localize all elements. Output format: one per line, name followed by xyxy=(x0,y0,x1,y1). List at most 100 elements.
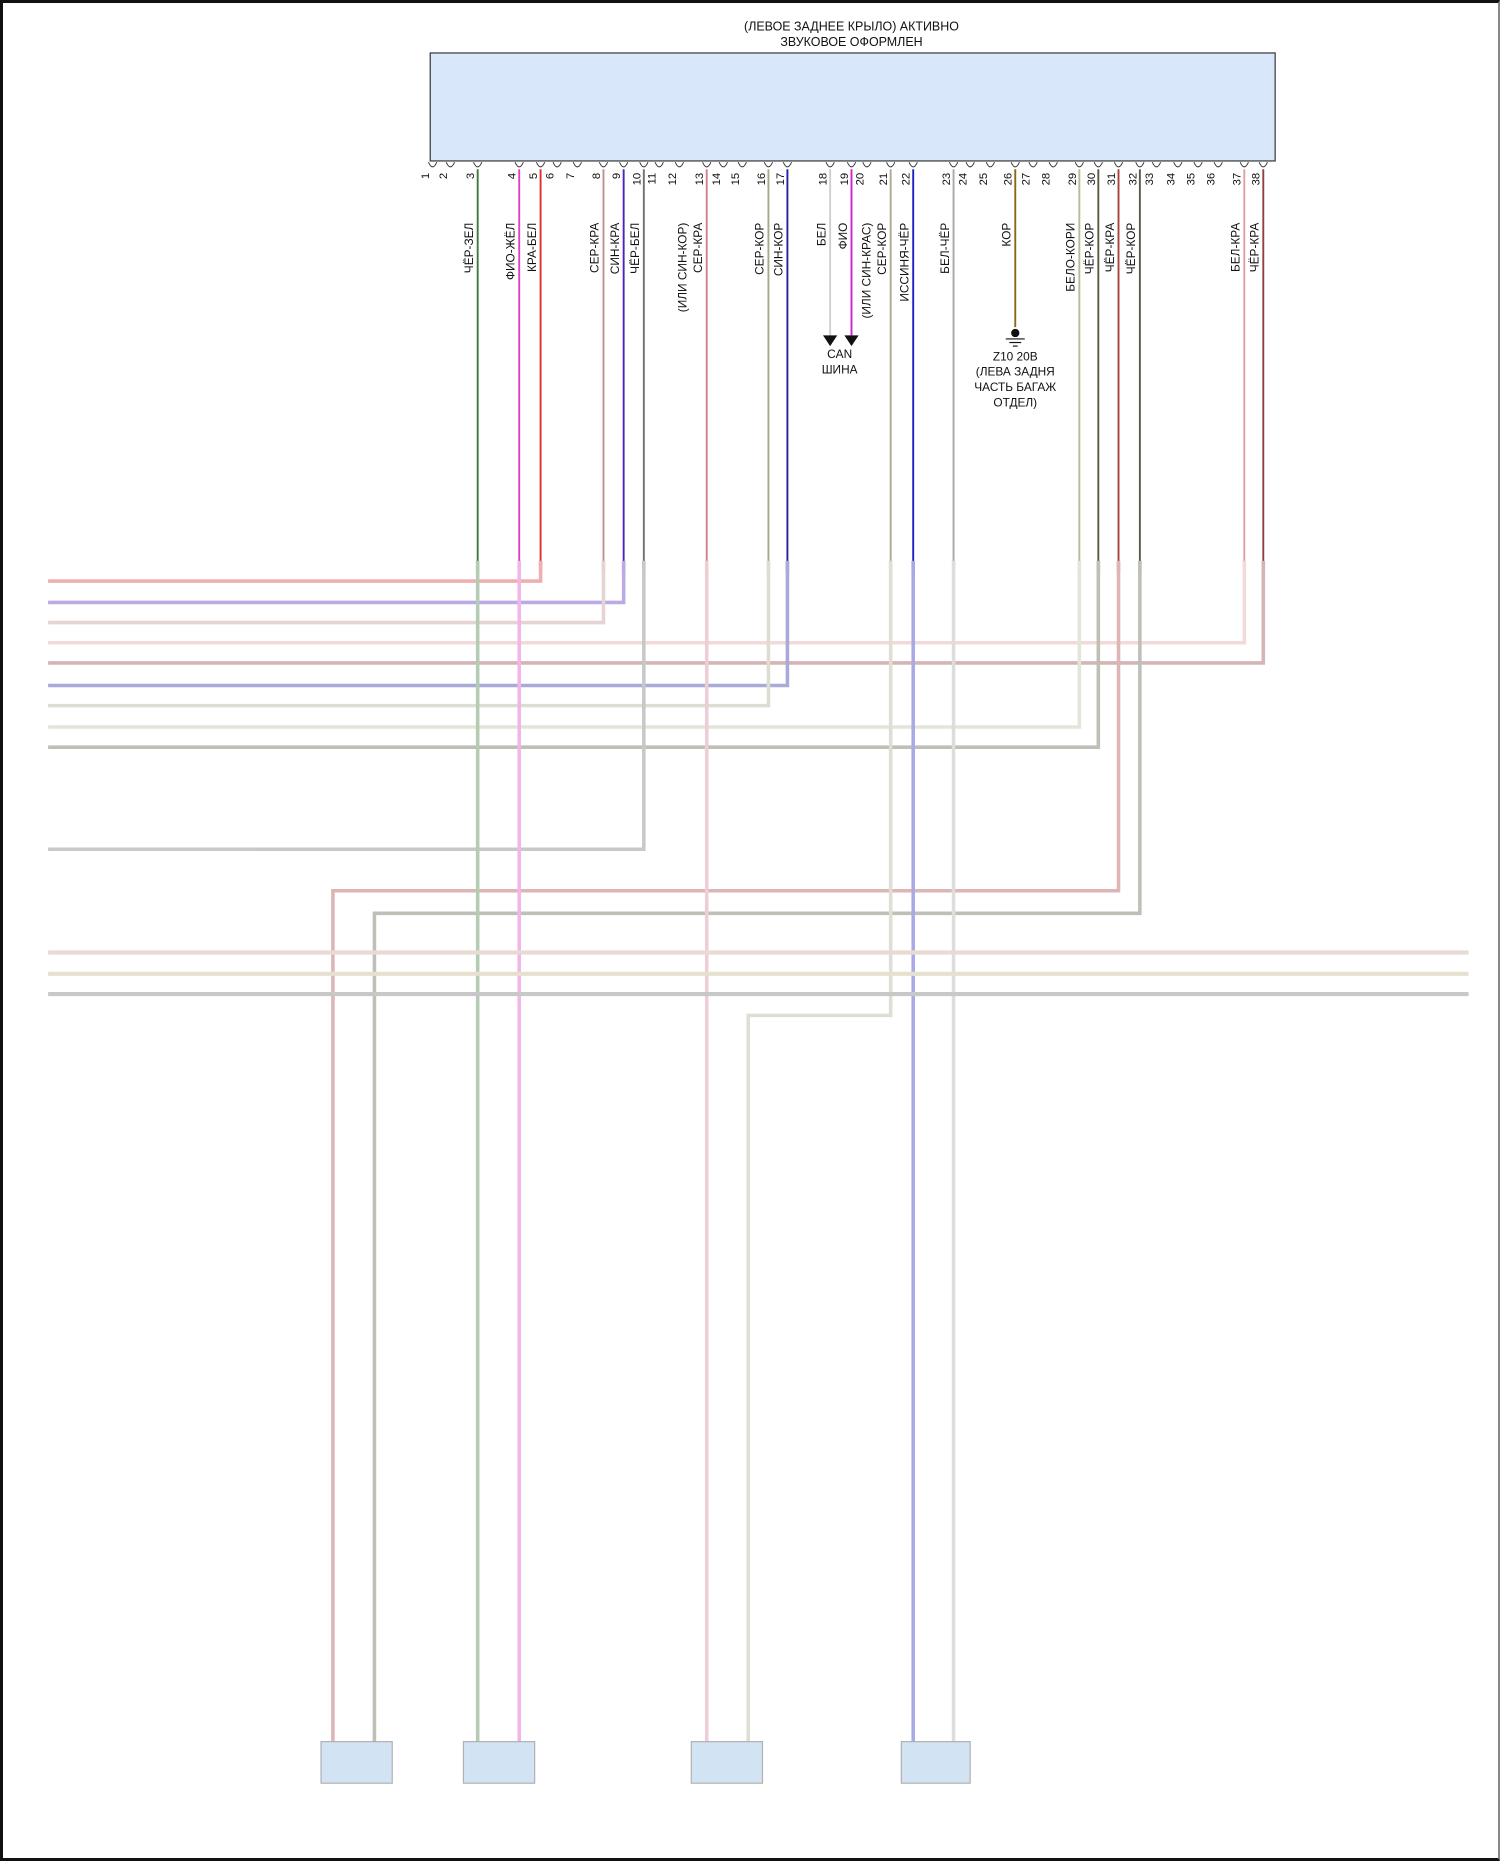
pin-number: 17 xyxy=(775,173,787,186)
pin-socket-icon xyxy=(598,161,609,168)
wire-pin-4: ФИО-ЖЁЛ xyxy=(503,169,521,561)
pin-number: 26 xyxy=(1003,173,1015,186)
pin-socket-icon xyxy=(1010,161,1020,168)
pin-32: 32 xyxy=(1127,161,1145,186)
pin-number: 29 xyxy=(1067,173,1079,186)
pin-number: 1 xyxy=(420,173,432,179)
pin-7: 7 xyxy=(565,161,582,179)
pin-number: 6 xyxy=(545,173,557,179)
pin-2: 2 xyxy=(438,161,455,179)
pin-5: 5 xyxy=(528,161,546,179)
pin-socket-icon xyxy=(1135,161,1145,168)
wire-pin-17: СИН-КОР xyxy=(772,169,789,561)
pin-9: 9 xyxy=(611,161,629,179)
pin-8: 8 xyxy=(591,161,609,179)
pin-number: 37 xyxy=(1232,173,1244,186)
wire-color-label: КРА-БЕЛ xyxy=(525,223,539,272)
pin-socket-icon xyxy=(948,161,959,168)
pin-socket-icon xyxy=(473,161,483,168)
wire-pin-13: СЕР-КРА(ИЛИ СИН-КОР) xyxy=(676,169,708,561)
wire-pin-18: БЕЛ xyxy=(814,169,838,347)
pin-28: 28 xyxy=(1041,161,1058,186)
pin-3: 3 xyxy=(465,161,483,179)
wire-color-label: БЕЛ-ЧЁР xyxy=(938,223,952,274)
wire-pin-22: ИССИНЯ-ЧЁР xyxy=(897,169,915,561)
wire-pin-8: СЕР-КРА xyxy=(588,169,605,561)
pin-20: 20 xyxy=(854,161,872,185)
wire-color-label: СЕР-КОР xyxy=(875,223,889,275)
pin-socket-icon xyxy=(985,161,995,168)
pin-6: 6 xyxy=(545,161,562,179)
wire-color-label: ЧЁР-КРА xyxy=(1103,223,1117,273)
speaker-connector-1 xyxy=(320,1741,393,1784)
pin-number: 31 xyxy=(1106,173,1118,186)
pin-number: 10 xyxy=(631,173,643,186)
wire-pin-38: ЧЁР-КРА xyxy=(1248,169,1265,561)
pin-socket-icon xyxy=(862,161,872,168)
pin-17: 17 xyxy=(775,161,793,186)
pin-number: 23 xyxy=(941,173,953,186)
harness-wire-pin-30 xyxy=(48,560,1101,749)
pin-socket-icon xyxy=(825,161,835,168)
harness-wire-pin-29 xyxy=(48,560,1082,729)
wire-pin-9: СИН-КРА xyxy=(608,169,625,561)
wire-color-label: ЧЁР-КОР xyxy=(1124,223,1138,275)
pin-socket-icon xyxy=(1173,161,1183,168)
wires: ЧЁР-ЗЕЛ ФИО-ЖЁЛ КРА-БЕЛ СЕР-КРА СИН-КРА ЧЁР-Б… xyxy=(462,169,1265,561)
can-label-2: ШИНА xyxy=(822,362,858,376)
pin-socket-icon xyxy=(1113,161,1124,168)
pin-socket-icon xyxy=(1193,161,1203,168)
pin-14: 14 xyxy=(711,161,728,185)
audio-module-box xyxy=(429,52,1276,162)
wire-pin-5: КРА-БЕЛ xyxy=(525,169,542,561)
pin-19: 19 xyxy=(839,161,857,186)
speaker-connector-3 xyxy=(690,1741,764,1784)
wire-color-label: СЕР-КРА xyxy=(588,223,602,273)
wire-pin-30: ЧЁР-КОР xyxy=(1083,169,1100,561)
pin-number: 19 xyxy=(839,173,851,186)
module-title-line1: (ЛЕВОЕ ЗАДНЕЕ КРЫЛО) АКТИВНО xyxy=(744,19,959,33)
pin-number: 16 xyxy=(756,173,768,186)
wire-color-label: ЧЁР-БЕЛ xyxy=(628,223,642,274)
wire-color-label: СИН-КРА xyxy=(608,223,622,275)
pin-number: 25 xyxy=(978,173,990,186)
pin-number: 15 xyxy=(730,173,742,186)
arrow-down-icon xyxy=(844,335,859,347)
pin-4: 4 xyxy=(507,161,524,179)
lower-harness xyxy=(48,560,1469,1784)
pin-socket-icon xyxy=(639,161,649,168)
pin-25: 25 xyxy=(978,161,995,186)
harness-wire-pin-38 xyxy=(48,560,1266,665)
pin-socket-icon xyxy=(552,161,562,168)
pin-number: 27 xyxy=(1021,173,1033,186)
pin-socket-icon xyxy=(1258,161,1268,168)
wire-pin-16: СЕР-КОР xyxy=(753,169,770,561)
module-title-line2: ЗВУКОВОЕ ОФОРМЛЕН xyxy=(780,35,922,49)
pin-number: 2 xyxy=(438,173,450,179)
pin-12: 12 xyxy=(667,161,685,185)
pin-socket-icon xyxy=(1028,161,1038,168)
wire-color-label: ЧЁР-КОР xyxy=(1083,223,1097,275)
pin-socket-icon xyxy=(1093,161,1103,168)
pin-18: 18 xyxy=(818,161,835,185)
wire-pin-26: КОР xyxy=(1000,169,1017,328)
ground-label-4: ОТДЕЛ) xyxy=(993,396,1037,410)
pin-number: 28 xyxy=(1041,173,1053,186)
pin-socket-icon xyxy=(428,161,438,168)
pin-socket-icon xyxy=(965,161,975,168)
pin-number: 32 xyxy=(1127,173,1139,186)
pin-number: 30 xyxy=(1086,173,1098,186)
harness-wire-pin-10 xyxy=(48,560,646,852)
harness-wire-pin-31 xyxy=(331,560,1121,1748)
can-bus-terminal: CAN ШИНА xyxy=(822,347,858,376)
pin-socket-icon xyxy=(445,161,455,168)
pin-27: 27 xyxy=(1021,161,1038,186)
wire-pin-29: БЕЛО-КОРИ xyxy=(1064,169,1081,561)
pin-23: 23 xyxy=(941,161,959,186)
pin-30: 30 xyxy=(1086,161,1103,186)
wire-pin-23: БЕЛ-ЧЁР xyxy=(938,169,955,561)
ground-label-2: (ЛЕВА ЗАДНЯ xyxy=(976,365,1055,379)
wire-color-label: ИССИНЯ-ЧЁР xyxy=(897,223,911,302)
pin-16: 16 xyxy=(756,161,774,186)
